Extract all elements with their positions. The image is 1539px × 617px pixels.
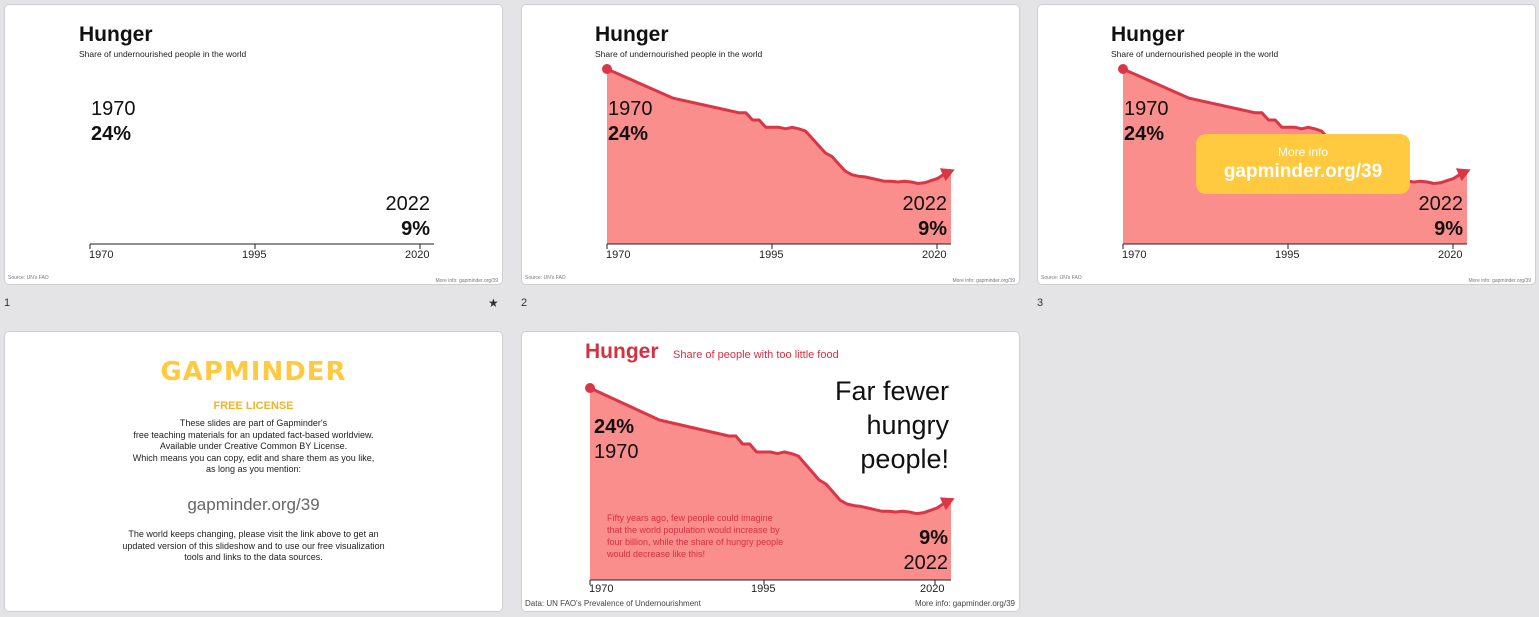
closing-text: The world keeps changing, please visit t… [5,529,502,564]
end-year-label: 2022 [1418,193,1464,215]
source-note: Data: UN FAO's Prevalence of Undernouris… [525,599,701,608]
x-tick-label: 1995 [1275,249,1300,261]
callout-small-text: More info [1277,145,1329,159]
license-line: Which means you can copy, edit and share… [132,452,375,463]
start-value-label: 24% [608,123,649,145]
start-point [602,64,612,74]
hunger-area-chart-large [585,383,955,585]
slide-thumbnail-2[interactable]: Hunger Share of undernourished people in… [521,4,1020,285]
slide-title: Hunger [1111,23,1185,46]
gapminder-logo: GAPMINDER [160,357,347,387]
slide-marker-icon[interactable]: ★ [488,296,499,310]
license-line: as long as you mention: [205,464,302,474]
headline-line: hungry [866,410,949,440]
start-value-label: 24% [1124,123,1165,145]
note-line: that the world population would increase… [607,525,780,535]
slide-title: Hunger [79,23,153,46]
source-note: Source: UN's FAO [525,275,566,281]
slide-subtitle: Share of undernourished people in the wo… [79,49,247,59]
source-note: Source: UN's FAO [8,275,49,281]
license-link[interactable]: gapminder.org/39 [187,495,320,514]
slide-number: 1 [4,297,11,309]
license-text: These slides are part of Gapminder's fre… [5,418,502,476]
source-note: Source: UN's FAO [1041,275,1082,281]
headline-line: people! [860,444,949,474]
callout-link[interactable]: gapminder.org/39 [1223,161,1383,182]
more-info-note: More info: gapminder.org/39 [952,278,1015,284]
end-value-label: 9% [401,218,430,240]
note-line: Fifty years ago, few people could imagin… [607,513,773,523]
license-line: These slides are part of Gapminder's [179,418,328,428]
x-tick-label: 2020 [405,249,430,261]
area-fill [590,388,951,580]
start-value-label: 24% [594,416,635,438]
more-info-note: More info: gapminder.org/39 [435,278,498,284]
slide-thumbnail-4[interactable]: GAPMINDER FREE LICENSE These slides are … [4,331,503,612]
note-line: would decrease like this! [607,549,706,559]
slide-subtitle: Share of undernourished people in the wo… [595,49,763,59]
closing-line: updated version of this slideshow and to… [122,540,385,551]
slide-number: 2 [521,297,528,309]
trend-line [589,386,952,516]
x-tick-label: 1970 [589,583,614,595]
headline: Far fewer hungry people! [835,374,949,476]
license-title: FREE LICENSE [213,400,294,412]
end-year-label: 2022 [903,552,949,574]
x-tick-label: 2020 [922,249,947,261]
end-value-label: 9% [919,527,948,549]
closing-line: tools and links to the data sources. [184,552,323,562]
end-arrow [939,497,955,511]
start-value-label: 24% [91,123,132,145]
end-arrow [939,168,955,182]
closing-line: The world keeps changing, please visit t… [128,529,379,539]
start-year-label: 1970 [608,98,653,120]
x-tick-label: 1995 [751,583,776,595]
end-value-label: 9% [918,218,947,240]
slide-title: Hunger [585,340,659,363]
license-line: Available under Creative Common BY Licen… [159,441,348,451]
trend-line [606,67,952,185]
x-tick-label: 2020 [920,583,945,595]
more-info-callout[interactable]: More info gapminder.org/39 [1196,134,1410,194]
slide-subtitle: Share of undernourished people in the wo… [1111,49,1279,59]
x-tick-label: 1970 [1122,249,1147,261]
start-year-label: 1970 [594,441,639,463]
slide-subtitle: Share of people with too little food [673,349,839,361]
start-year-label: 1970 [91,98,136,120]
slide-thumbnail-1[interactable]: Hunger Share of undernourished people in… [4,4,503,285]
x-tick-label: 2020 [1438,249,1463,261]
x-tick-label: 1970 [606,249,631,261]
end-value-label: 9% [1434,218,1463,240]
headline-line: Far fewer [834,376,949,406]
slide-thumbnail-3[interactable]: Hunger Share of undernourished people in… [1037,4,1536,285]
x-tick-label: 1995 [242,249,267,261]
x-axis [89,243,434,249]
area-fill [607,69,951,244]
x-tick-label: 1995 [759,249,784,261]
start-year-label: 1970 [1124,98,1169,120]
explanatory-note: Fifty years ago, few people could imagin… [607,512,783,560]
note-line: four billion, while the share of hungry … [607,537,784,547]
more-info-note: More info: gapminder.org/39 [914,599,1015,608]
end-year-label: 2022 [902,193,948,215]
slide-thumbnail-5[interactable]: Hunger Share of people with too little f… [521,331,1020,612]
slide-number: 3 [1037,297,1044,309]
license-line: free teaching materials for an updated f… [133,429,374,440]
start-point [585,383,595,393]
more-info-note: More info: gapminder.org/39 [1468,278,1531,284]
start-point [1118,64,1128,74]
slide-title: Hunger [595,23,669,46]
x-tick-label: 1970 [89,249,114,261]
end-arrow [1455,168,1471,182]
hunger-area-chart [602,64,955,249]
end-year-label: 2022 [385,193,431,215]
